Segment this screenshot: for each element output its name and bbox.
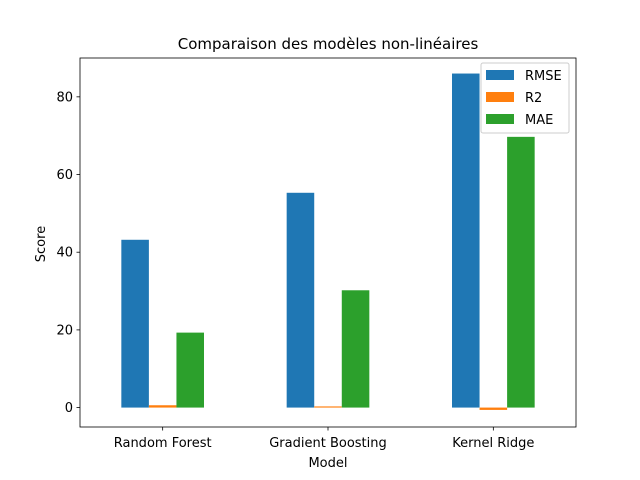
y-tick-label: 80 [56,90,73,105]
chart-title: Comparaison des modèles non-linéaires [178,35,479,53]
axis-ticks: 0 20 40 60 80 Random Forest Gradient Boosting K… [56,90,534,451]
y-tick-label: 20 [56,323,73,338]
y-tick-label: 0 [65,401,73,416]
x-tick-label: Kernel Ridge [452,436,534,451]
legend-swatch-mae [486,114,514,124]
legend-label-rmse: RMSE [525,69,562,84]
y-tick-label: 60 [56,168,73,183]
bar-mae-random-forest [176,332,204,408]
legend: RMSE R2 MAE [480,62,570,134]
x-axis-label: Model [308,456,347,471]
bar-rmse-random-forest [121,239,149,408]
legend-swatch-rmse [486,70,514,80]
legend-swatch-r2 [486,92,514,102]
bar-mae-kernel-ridge [507,136,535,408]
bar-r2-kernel-ridge [479,407,508,410]
x-tick-label: Gradient Boosting [269,436,387,451]
bar-rmse-kernel-ridge [452,73,480,408]
bar-rmse-gradient-boosting [286,192,315,408]
legend-label-r2: R2 [525,91,542,106]
x-tick-label: Random Forest [114,436,212,451]
plot-area [79,57,577,428]
legend-label-mae: MAE [525,113,553,128]
bar-r2-random-forest [148,405,177,408]
y-axis-label: Score [34,226,49,262]
y-tick-label: 40 [56,246,73,261]
bar-mae-gradient-boosting [341,290,370,408]
bar-r2-gradient-boosting [314,406,342,408]
